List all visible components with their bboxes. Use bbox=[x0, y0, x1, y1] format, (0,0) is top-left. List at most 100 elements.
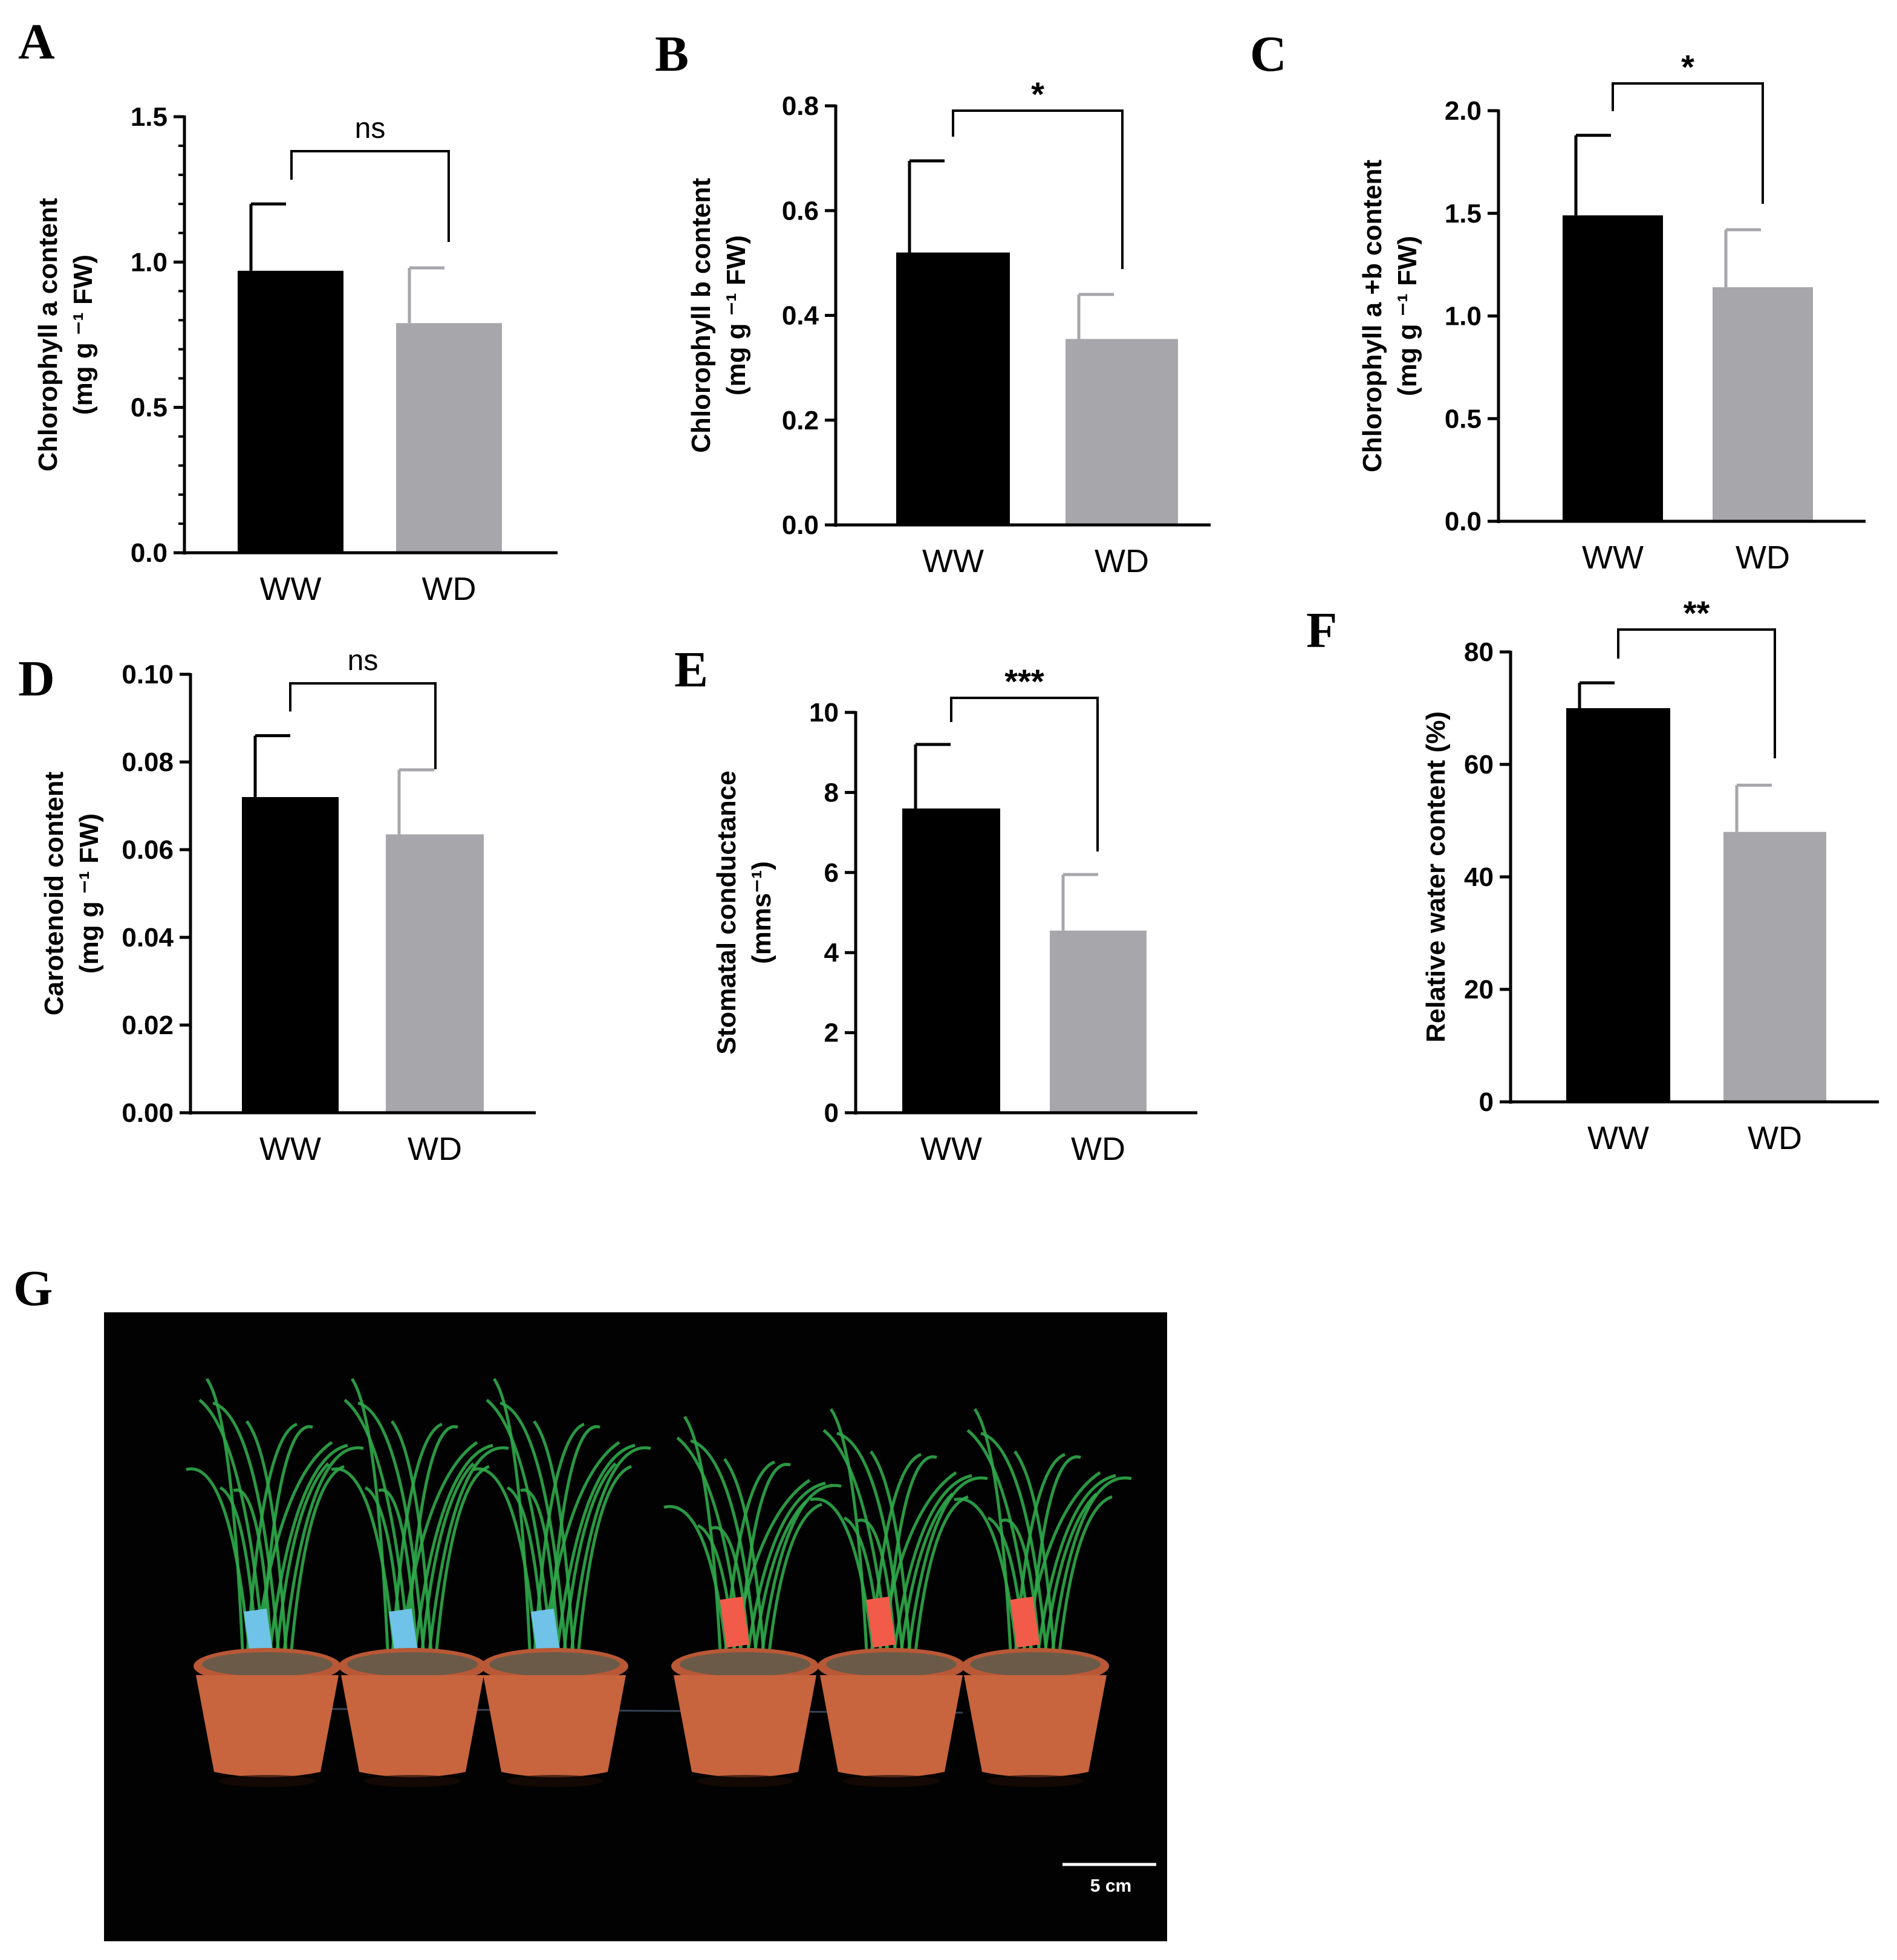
pot-soil bbox=[489, 1652, 620, 1676]
plant-tag bbox=[389, 1608, 418, 1660]
y-axis-title-line: (mg g ⁻¹ FW) bbox=[721, 235, 751, 396]
y-tick-label: 0.8 bbox=[782, 91, 819, 121]
y-tick-label: 0.0 bbox=[782, 510, 819, 540]
significance-label: *** bbox=[1004, 662, 1044, 700]
leaf-blade bbox=[954, 1497, 1020, 1664]
y-axis-title-line: Carotenoid content bbox=[39, 771, 69, 1015]
panel-letter: C bbox=[1250, 26, 1287, 82]
leaf-blade bbox=[377, 1488, 419, 1664]
bar-wd bbox=[1066, 339, 1178, 525]
plant-tag bbox=[1010, 1597, 1040, 1648]
leaf-blade bbox=[357, 1401, 426, 1664]
significance-bracket bbox=[1612, 82, 1764, 204]
category-label: WD bbox=[1748, 1120, 1802, 1156]
pot-body bbox=[964, 1675, 1107, 1777]
chart-panel-f: F WW WD 0 20 40 60 80 Relative water content (%)… bbox=[1306, 594, 1879, 1156]
leaf-blade bbox=[663, 1505, 730, 1664]
plant-tag bbox=[531, 1608, 561, 1660]
pot-soil bbox=[826, 1652, 957, 1676]
leaf-blade bbox=[905, 1476, 988, 1664]
y-axis-title-line: Chlorophyll a +b content bbox=[1358, 160, 1387, 472]
leaf-blade bbox=[391, 1420, 434, 1664]
leaf-blade bbox=[898, 1493, 954, 1664]
leaf-blade bbox=[561, 1462, 617, 1664]
y-tick-label: 0.0 bbox=[1445, 507, 1482, 536]
y-axis-title: Stomatal conductance (mms⁻¹) bbox=[712, 770, 776, 1054]
y-axis-title: Relative water content (%) bbox=[1421, 711, 1451, 1043]
leaf-blade bbox=[486, 1399, 554, 1664]
y-axis-title-line: (mg g ⁻¹ FW) bbox=[68, 255, 98, 415]
leaf-blade bbox=[1014, 1450, 1056, 1664]
panel-letter: G bbox=[13, 1260, 53, 1317]
pot-soil bbox=[347, 1652, 478, 1676]
bar-ww bbox=[242, 797, 339, 1113]
leaf-blade bbox=[913, 1495, 969, 1664]
pot-body bbox=[820, 1675, 963, 1777]
panel-letter: E bbox=[674, 642, 708, 698]
y-tick-label: 0.06 bbox=[122, 835, 174, 865]
bar-ww bbox=[1566, 708, 1670, 1102]
scale-bar-label: 5 cm bbox=[1090, 1876, 1132, 1896]
plant-pot-5 bbox=[810, 1408, 988, 1787]
significance-bracket bbox=[950, 697, 1099, 851]
pot-body bbox=[341, 1675, 484, 1777]
y-axis-title-line: Chlorophyll a content bbox=[33, 198, 63, 472]
panel-letter: B bbox=[655, 26, 689, 82]
plant-tag bbox=[866, 1597, 896, 1648]
leaf-blade bbox=[568, 1446, 651, 1664]
bar-wd bbox=[1723, 832, 1826, 1102]
category-label: WW bbox=[1587, 1120, 1649, 1156]
plant-tag bbox=[244, 1608, 273, 1660]
plant-pot-6 bbox=[954, 1408, 1132, 1787]
chart-panel-b: B WW WD 0.0 0.2 0.4 0.6 0.8 Chlorophyll b conten… bbox=[655, 26, 1211, 579]
y-tick-label: 4 bbox=[824, 938, 839, 968]
plant-pot-2 bbox=[331, 1378, 509, 1787]
leaf-blade bbox=[690, 1439, 759, 1664]
y-tick-label: 1.0 bbox=[131, 247, 168, 277]
leaf-blade bbox=[212, 1401, 281, 1664]
panel-letter: D bbox=[18, 651, 55, 707]
category-label: WD bbox=[1095, 543, 1149, 579]
bar-ww bbox=[1563, 215, 1663, 521]
pot-soil bbox=[970, 1652, 1101, 1676]
y-axis-title-line: (mg g ⁻¹ FW) bbox=[74, 813, 104, 974]
plant-tag bbox=[720, 1597, 750, 1648]
pot-body bbox=[483, 1675, 626, 1777]
y-tick-label: 0.4 bbox=[782, 301, 819, 331]
y-tick-label: 1.0 bbox=[1445, 302, 1482, 331]
bar-ww bbox=[902, 808, 1000, 1113]
plant-pot-3 bbox=[473, 1378, 651, 1787]
plant-photo: 5 cm bbox=[104, 1312, 1167, 1941]
leaf-blade bbox=[973, 1408, 1013, 1664]
leaf-blade bbox=[723, 1457, 766, 1664]
leaf-blade bbox=[288, 1465, 345, 1664]
leaf-blade bbox=[343, 1399, 412, 1664]
pot-shadow bbox=[364, 1775, 461, 1787]
leaf-blade bbox=[281, 1446, 364, 1664]
y-tick-label: 40 bbox=[1464, 862, 1494, 892]
leaf-blade bbox=[434, 1465, 490, 1664]
y-tick-label: 2 bbox=[824, 1018, 839, 1048]
leaf-blade bbox=[836, 1431, 905, 1664]
significance-label: * bbox=[1031, 75, 1044, 113]
significance-bracket bbox=[952, 109, 1124, 269]
bar-ww bbox=[238, 270, 343, 553]
leaf-blade bbox=[1049, 1476, 1132, 1664]
pot-shadow bbox=[506, 1775, 603, 1787]
pot-body bbox=[196, 1675, 339, 1777]
leaf-blade bbox=[198, 1399, 267, 1664]
y-tick-label: 0.5 bbox=[131, 393, 168, 423]
y-axis-title: Chlorophyll a content (mg g ⁻¹ FW) bbox=[33, 198, 98, 472]
leaf-blade bbox=[245, 1422, 298, 1664]
y-tick-label: 10 bbox=[809, 698, 839, 728]
category-label: WW bbox=[259, 1131, 321, 1167]
plant-pot-1 bbox=[186, 1378, 364, 1787]
y-tick-label: 8 bbox=[824, 778, 839, 807]
bar-wd bbox=[386, 834, 484, 1113]
leaf-blade bbox=[1056, 1495, 1113, 1664]
y-axis-title: Chlorophyll a +b content (mg g ⁻¹ FW) bbox=[1358, 160, 1422, 472]
category-label: WW bbox=[922, 543, 984, 579]
leaf-blade bbox=[810, 1497, 876, 1664]
